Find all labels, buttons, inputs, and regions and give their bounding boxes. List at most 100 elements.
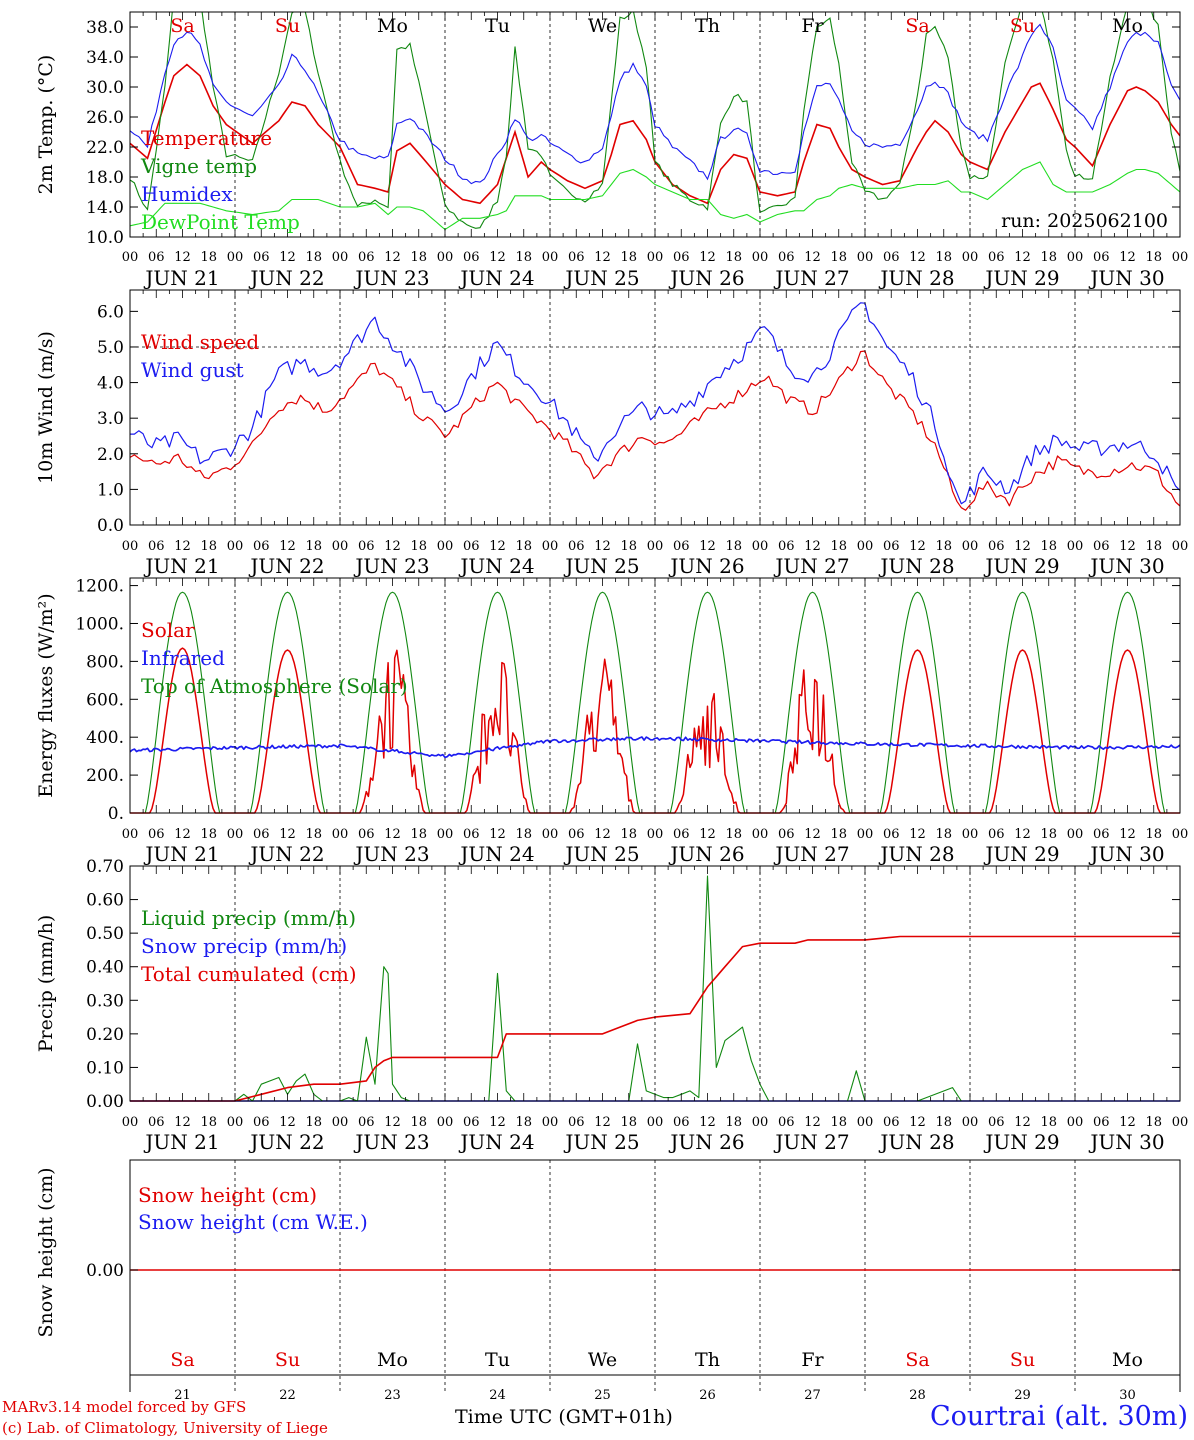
hour-tick-label: 06 (673, 827, 690, 842)
hour-tick-label: 06 (883, 1115, 900, 1130)
hour-tick-label: 06 (358, 250, 375, 265)
weekday-label: Su (275, 1349, 300, 1371)
hour-tick-label: 00 (542, 1115, 559, 1130)
day-number-label: 22 (279, 1388, 296, 1403)
hour-tick-label: 00 (122, 827, 139, 842)
hour-tick-label: 00 (1067, 539, 1084, 554)
date-label: JUN 24 (458, 1130, 534, 1154)
hour-tick-label: 00 (437, 1115, 454, 1130)
hour-tick-label: 12 (594, 1115, 611, 1130)
hour-tick-label: 12 (1014, 539, 1031, 554)
hour-tick-label: 12 (384, 1115, 401, 1130)
legend-solar: Solar (141, 618, 195, 642)
y-tick-label: 26.0 (86, 108, 124, 128)
hour-tick-label: 12 (594, 250, 611, 265)
date-label: JUN 25 (563, 842, 639, 866)
hour-tick-label: 12 (279, 250, 296, 265)
hour-tick-label: 06 (358, 539, 375, 554)
y-tick-label: 6.0 (97, 302, 124, 322)
hour-tick-label: 12 (279, 1115, 296, 1130)
hour-tick-label: 00 (332, 1115, 349, 1130)
hour-tick-label: 18 (410, 1115, 427, 1130)
weekday-label: Th (695, 1349, 720, 1371)
legend-humidex: Humidex (141, 182, 233, 206)
hour-tick-label: 00 (962, 250, 979, 265)
hour-tick-label: 00 (647, 1115, 664, 1130)
weekday-label: Fr (801, 15, 824, 37)
date-label: JUN 27 (773, 842, 849, 866)
date-label: JUN 21 (143, 266, 219, 290)
date-label: JUN 29 (983, 266, 1059, 290)
hour-tick-label: 12 (279, 827, 296, 842)
legend-top-of-atmosphere-solar-: Top of Atmosphere (Solar) (141, 674, 408, 698)
hour-tick-label: 12 (699, 1115, 716, 1130)
hour-tick-label: 18 (725, 827, 742, 842)
hour-tick-label: 18 (935, 1115, 952, 1130)
hour-tick-label: 06 (988, 1115, 1005, 1130)
lab-credit: (c) Lab. of Climatology, University of L… (2, 1419, 328, 1437)
hour-tick-label: 18 (410, 250, 427, 265)
hour-tick-label: 00 (962, 827, 979, 842)
hour-tick-label: 18 (935, 539, 952, 554)
hour-tick-label: 12 (909, 539, 926, 554)
hour-tick-label: 18 (410, 539, 427, 554)
hour-tick-label: 00 (1067, 1115, 1084, 1130)
hour-tick-label: 18 (830, 1115, 847, 1130)
hour-tick-label: 18 (1145, 827, 1162, 842)
hour-tick-label: 18 (200, 539, 217, 554)
hour-tick-label: 18 (1145, 250, 1162, 265)
weekday-label: Su (275, 15, 300, 37)
date-label: JUN 22 (248, 266, 324, 290)
date-label: JUN 30 (1088, 842, 1164, 866)
hour-tick-label: 00 (542, 250, 559, 265)
hour-tick-label: 12 (804, 827, 821, 842)
model-credit: MARv3.14 model forced by GFS (2, 1398, 247, 1416)
hour-tick-label: 06 (358, 827, 375, 842)
hour-tick-label: 06 (463, 1115, 480, 1130)
day-number-label: 29 (1014, 1388, 1031, 1403)
hour-tick-label: 00 (962, 539, 979, 554)
hour-tick-label: 00 (227, 539, 244, 554)
hour-tick-label: 06 (1093, 539, 1110, 554)
hour-tick-label: 06 (883, 539, 900, 554)
y-tick-label: 22.0 (86, 138, 124, 158)
date-label: JUN 21 (143, 554, 219, 578)
hour-tick-label: 06 (988, 250, 1005, 265)
legend-snow-height-cm-: Snow height (cm) (138, 1183, 317, 1207)
hour-tick-label: 06 (1093, 1115, 1110, 1130)
hour-tick-label: 18 (620, 827, 637, 842)
date-label: JUN 22 (248, 1130, 324, 1154)
weekday-label: Mo (377, 1349, 408, 1371)
hour-tick-label: 00 (332, 250, 349, 265)
hour-tick-label: 18 (620, 1115, 637, 1130)
series-dewpoint-temp (130, 161, 1180, 231)
hour-tick-label: 18 (200, 250, 217, 265)
hour-tick-label: 12 (1119, 539, 1136, 554)
hour-tick-label: 12 (1014, 1115, 1031, 1130)
y-tick-label: 5.0 (97, 338, 124, 358)
hour-tick-label: 00 (857, 250, 874, 265)
hour-tick-label: 18 (1040, 539, 1057, 554)
y-tick-label: 0.60 (86, 891, 124, 911)
hour-tick-label: 12 (489, 539, 506, 554)
hour-tick-label: 12 (1119, 827, 1136, 842)
y-tick-label: 34.0 (86, 48, 124, 68)
legend-total-cumulated-cm-: Total cumulated (cm) (141, 962, 357, 986)
date-label: JUN 21 (143, 842, 219, 866)
y-tick-label: 0.50 (86, 924, 124, 944)
weekday-label: Mo (377, 15, 408, 37)
y-tick-label: 800. (86, 652, 124, 672)
hour-tick-label: 18 (200, 827, 217, 842)
y-axis-label: 10m Wind (m/s) (35, 331, 57, 484)
date-label: JUN 27 (773, 1130, 849, 1154)
hour-tick-label: 00 (122, 539, 139, 554)
hour-tick-label: 12 (174, 539, 191, 554)
legend-wind-gust: Wind gust (141, 358, 244, 382)
hour-tick-label: 18 (620, 539, 637, 554)
hour-tick-label: 06 (253, 539, 270, 554)
hour-tick-label: 00 (542, 827, 559, 842)
hour-tick-label: 00 (437, 539, 454, 554)
series-vigne-temp (130, 12, 1180, 229)
hour-tick-label: 12 (1014, 250, 1031, 265)
hour-tick-label: 18 (830, 250, 847, 265)
